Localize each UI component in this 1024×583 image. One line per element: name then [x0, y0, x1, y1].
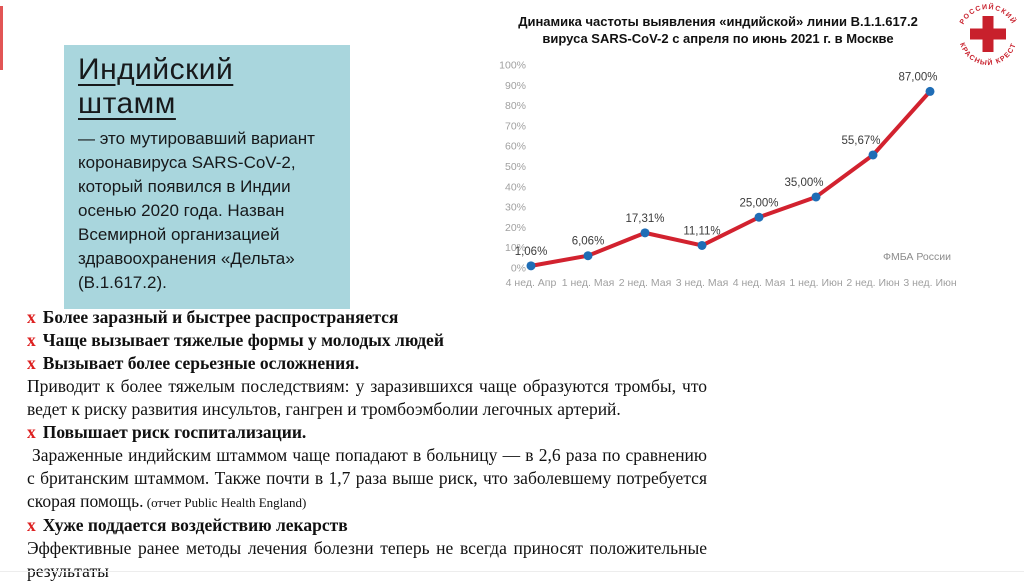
- x-axis-tick: 2 нед. Мая: [619, 277, 672, 289]
- y-axis-tick: 90%: [505, 80, 526, 92]
- x-axis-tick: 4 нед. Апр: [506, 277, 557, 289]
- x-marker: x: [27, 515, 36, 535]
- data-point: [640, 228, 650, 238]
- data-line: [529, 89, 932, 268]
- x-marker: x: [27, 307, 36, 327]
- info-box: Индийский штамм — это мутировавший вариа…: [64, 45, 350, 309]
- frequency-line-chart: 0% 10% 20% 30% 40% 50% 60% 70% 80% 90% 100% 4 нед. …: [499, 60, 957, 290]
- data-point-label: 25,00%: [739, 197, 778, 209]
- x-axis-tick: 3 нед. Июн: [903, 277, 957, 289]
- y-axis-tick: 30%: [505, 202, 526, 214]
- red-cross-logo: РОССИЙСКИЙ КРАСНЫЙ КРЕСТ: [955, 2, 1021, 69]
- data-point-label: 55,67%: [841, 135, 880, 147]
- info-box-body: — это мутировавший вариант коронавируса …: [78, 129, 315, 292]
- statement: Зараженные индийским штаммом чаще попада…: [27, 445, 707, 511]
- statements-list: x Более заразный и быстрее распространяет…: [27, 306, 707, 583]
- x-axis-tick: 3 нед. Мая: [676, 277, 729, 289]
- y-axis-tick: 10%: [505, 242, 526, 254]
- data-point-label: 6,06%: [572, 236, 605, 248]
- y-axis-tick: 100%: [499, 60, 526, 72]
- statement: x Более заразный и быстрее распространяет…: [27, 307, 399, 327]
- data-point: [754, 212, 764, 222]
- slide-accent-bar: [0, 6, 3, 70]
- x-axis-tick: 4 нед. Мая: [733, 277, 786, 289]
- slide-bottom-divider: [0, 571, 1024, 572]
- y-axis-tick: 50%: [505, 161, 526, 173]
- x-axis-tick: 2 нед. Июн: [846, 277, 900, 289]
- statement: x Чаще вызывает тяжелые формы у молодых л…: [27, 330, 444, 350]
- data-point-label: 1,06%: [515, 246, 548, 258]
- statement: x Хуже поддается воздействию лекарств: [27, 515, 348, 535]
- data-point: [583, 251, 593, 261]
- x-marker: x: [27, 330, 36, 350]
- x-axis-tick: 1 нед. Июн: [789, 277, 843, 289]
- y-axis-tick: 60%: [505, 141, 526, 153]
- chart-title: Динамика частоты выявления «индийской» л…: [500, 14, 936, 47]
- statement: x Повышает риск госпитализации.: [27, 422, 307, 442]
- x-marker: x: [27, 422, 36, 442]
- data-point: [811, 192, 821, 202]
- statement-note: (отчет Public Health England): [143, 495, 307, 510]
- data-point-label: 11,11%: [683, 225, 720, 237]
- y-axis-tick: 0%: [511, 263, 526, 275]
- info-box-title: Индийский штамм: [78, 53, 234, 120]
- data-point-label: 17,31%: [625, 213, 664, 225]
- statement: Эффективные ранее методы лечения болезни…: [27, 538, 707, 581]
- data-point-label: 87,00%: [898, 71, 937, 83]
- chart-title-line1: Динамика частоты выявления «индийской» л…: [518, 14, 918, 29]
- statement: Приводит к более тяжелым последствиям: у…: [27, 376, 707, 419]
- chart-source-label: ФМБА России: [883, 251, 951, 263]
- y-axis-tick: 80%: [505, 100, 526, 112]
- red-cross-icon: [970, 28, 1006, 40]
- statement: x Вызывает более серьезные осложнения.: [27, 353, 360, 373]
- data-point: [697, 240, 707, 250]
- y-axis-tick: 40%: [505, 181, 526, 193]
- data-point-label: 35,00%: [784, 177, 823, 189]
- data-point: [526, 261, 536, 271]
- y-axis-tick: 70%: [505, 120, 526, 132]
- chart-title-line2: вируса SARS-CoV-2 с апреля по июнь 2021 …: [542, 30, 894, 46]
- data-point: [925, 86, 935, 96]
- x-marker: x: [27, 353, 36, 373]
- x-axis-tick: 1 нед. Мая: [562, 277, 615, 289]
- data-point: [868, 150, 878, 160]
- y-axis-tick: 20%: [505, 222, 526, 234]
